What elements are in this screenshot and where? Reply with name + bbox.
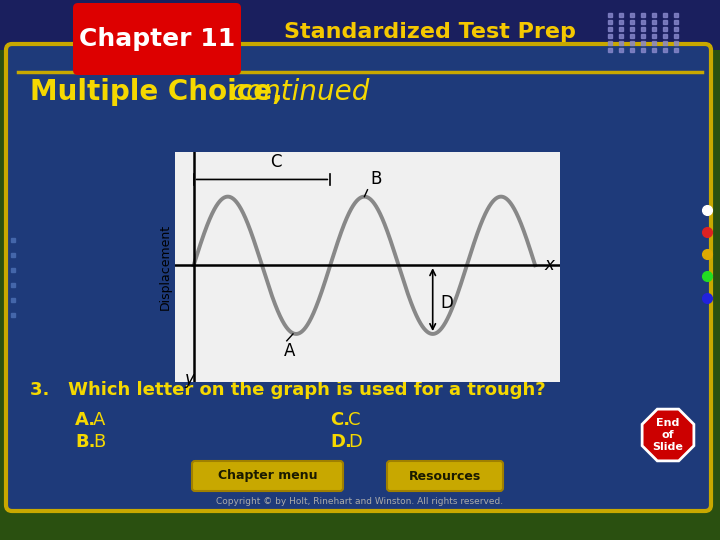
Text: B: B	[371, 171, 382, 188]
Text: D: D	[440, 294, 453, 312]
FancyBboxPatch shape	[6, 44, 711, 511]
Text: Chapter 11: Chapter 11	[79, 27, 235, 51]
Text: D.: D.	[330, 433, 352, 451]
FancyBboxPatch shape	[73, 3, 241, 75]
Text: Multiple Choice,: Multiple Choice,	[30, 78, 283, 106]
Text: A.: A.	[75, 411, 96, 429]
Text: A: A	[284, 342, 296, 360]
Text: Chapter menu: Chapter menu	[218, 469, 318, 483]
Text: Resources: Resources	[409, 469, 481, 483]
Text: End
of
Slide: End of Slide	[652, 418, 683, 451]
Text: A: A	[93, 411, 105, 429]
Text: C: C	[270, 153, 282, 171]
Text: C: C	[348, 411, 361, 429]
FancyBboxPatch shape	[387, 461, 503, 491]
FancyBboxPatch shape	[192, 461, 343, 491]
Text: continued: continued	[222, 78, 369, 106]
Bar	[0, 0, 720, 50]
Text: Copyright © by Holt, Rinehart and Winston. All rights reserved.: Copyright © by Holt, Rinehart and Winsto…	[217, 497, 503, 507]
Text: B: B	[93, 433, 105, 451]
Text: B.: B.	[75, 433, 96, 451]
Text: D: D	[348, 433, 362, 451]
Text: C.: C.	[330, 411, 350, 429]
Text: $y$: $y$	[184, 372, 197, 390]
Text: $x$: $x$	[544, 256, 557, 274]
Y-axis label: Displacement: Displacement	[159, 224, 172, 310]
Text: Standardized Test Prep: Standardized Test Prep	[284, 22, 576, 42]
Text: 3.   Which letter on the graph is used for a trough?: 3. Which letter on the graph is used for…	[30, 381, 546, 399]
